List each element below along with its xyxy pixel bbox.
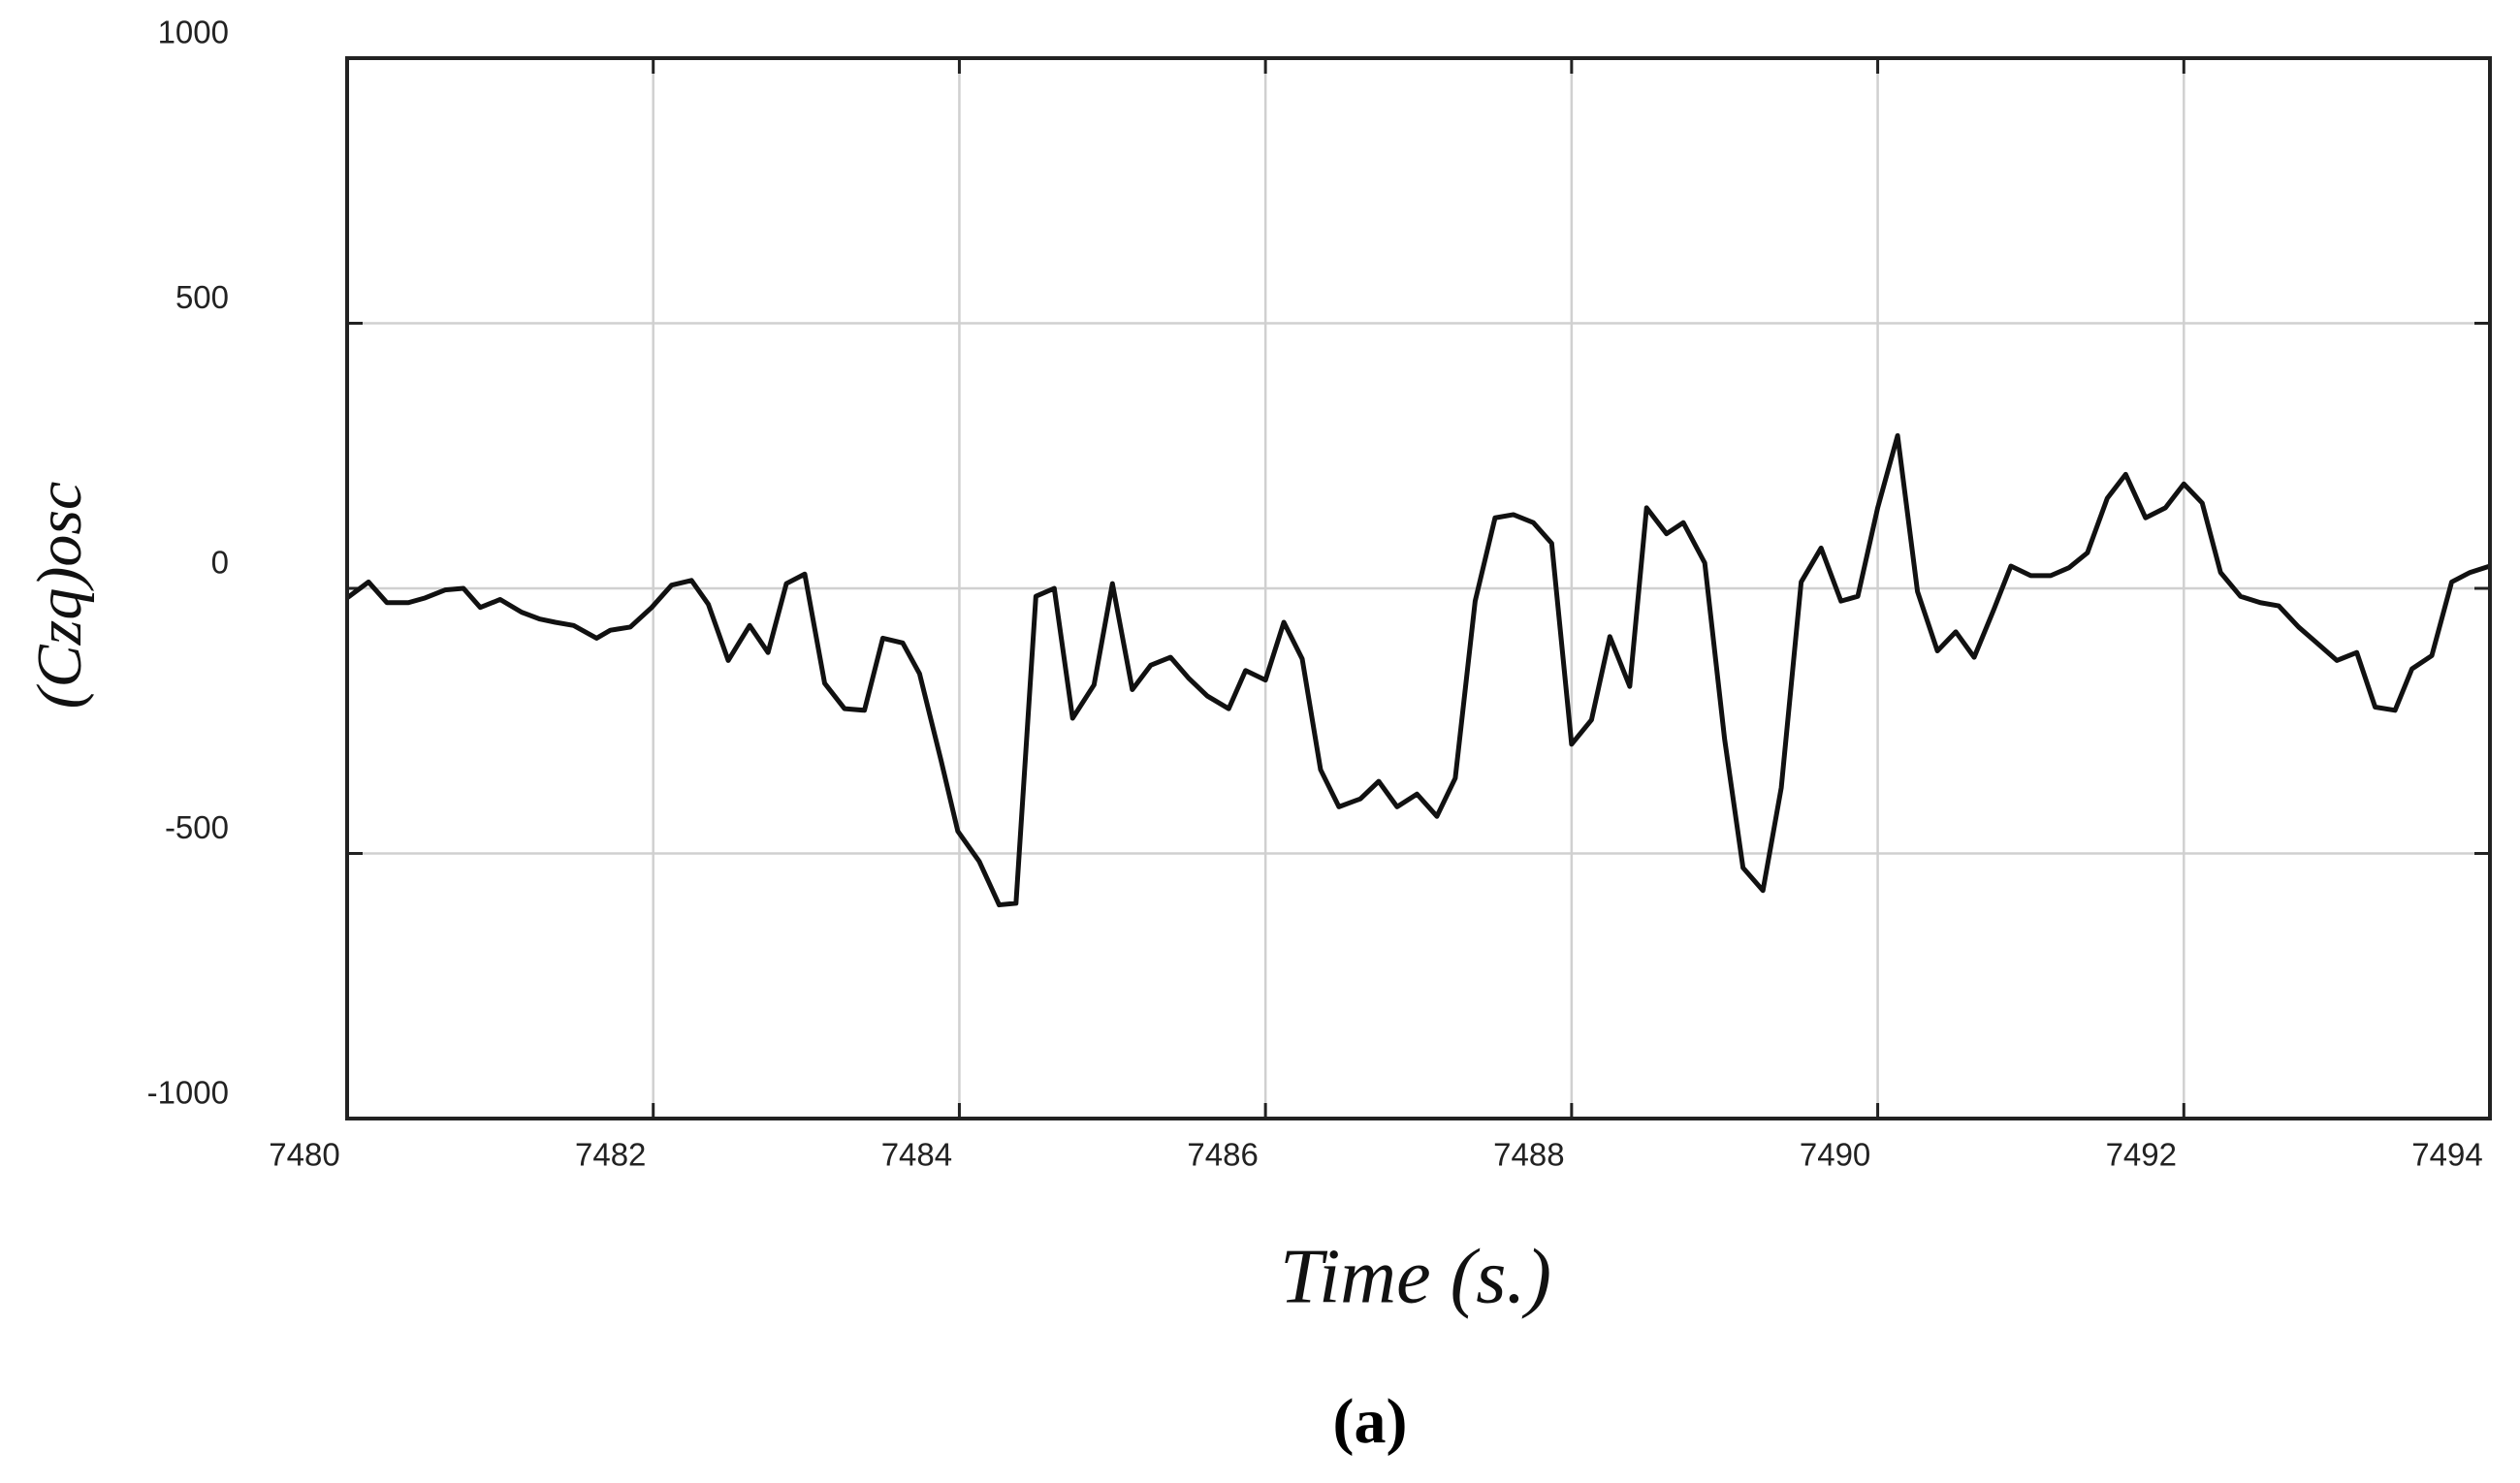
y-tick-label: -500	[165, 809, 229, 845]
plot-frame	[345, 56, 2492, 1120]
caption: (a)	[1333, 1386, 1408, 1457]
y-tick-label: -1000	[147, 1075, 229, 1111]
x-tick-label: 7488	[1493, 1137, 1564, 1173]
y-tick-label: 1000	[158, 15, 229, 50]
y-axis-label: (Czq)osc	[24, 482, 95, 710]
x-tick-label: 7486	[1187, 1137, 1258, 1173]
x-tick-label: 7484	[881, 1137, 952, 1173]
x-tick-label: 7492	[2106, 1137, 2177, 1173]
data-line	[345, 432, 2491, 908]
y-tick-label: 0	[211, 545, 229, 581]
x-tick-label: 7490	[1800, 1137, 1870, 1173]
y-tick-label: 500	[175, 279, 229, 315]
x-tick-label: 7480	[269, 1137, 339, 1173]
x-axis-label: Time (s.)	[1280, 1234, 1551, 1319]
x-tick-label: 7494	[2411, 1137, 2482, 1173]
x-tick-label: 7482	[575, 1137, 646, 1173]
